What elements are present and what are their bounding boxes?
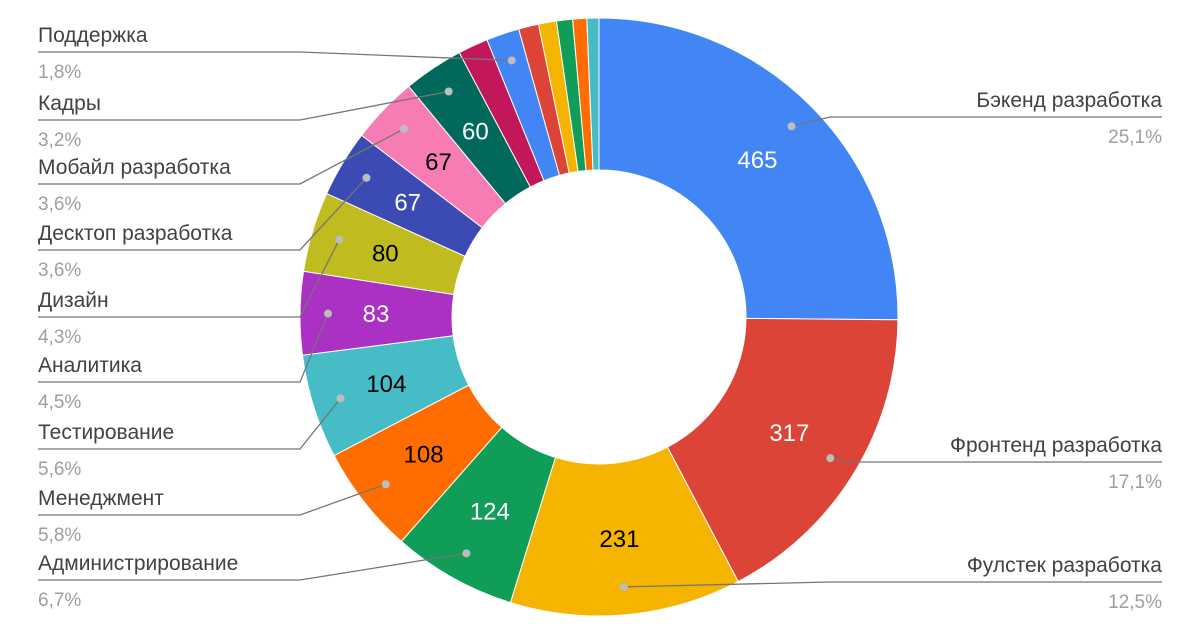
pie-slice-2	[666, 317, 899, 583]
callout-line	[38, 313, 329, 383]
callout-line	[38, 239, 340, 318]
legend-percent: 5,6%	[38, 459, 81, 480]
callout-line	[791, 116, 1162, 127]
legend-label: Администрирование	[38, 552, 238, 575]
callout-line	[830, 457, 1162, 463]
callout-dot	[507, 56, 516, 65]
callout-dot	[462, 549, 471, 558]
pie-slice-1	[598, 17, 899, 321]
pie-slice-3	[509, 446, 739, 617]
chart-callouts: Бэкенд разработка 25,1% Фронтенд разработк…	[38, 24, 1162, 613]
slice-value-label: 83	[363, 301, 390, 328]
legend-percent: 3,6%	[38, 194, 81, 215]
callout-dot	[336, 394, 345, 403]
legend-percent: 17,1%	[1108, 472, 1162, 493]
legend-label: Поддержка	[38, 24, 148, 47]
callout-line	[623, 581, 1162, 588]
callout-dot	[399, 124, 408, 133]
callout-line	[38, 90, 449, 121]
legend-label: Фулстек разработка	[967, 554, 1162, 577]
legend-percent: 5,8%	[38, 525, 81, 546]
legend-percent: 25,1%	[1108, 127, 1162, 148]
callout-dot	[335, 235, 344, 244]
legend-label: Кадры	[38, 92, 101, 115]
slice-value-label: 67	[394, 189, 421, 216]
legend-percent: 1,8%	[38, 62, 81, 83]
slice-value-label: 465	[737, 147, 777, 174]
legend-label: Дизайн	[38, 289, 109, 312]
pie-slice-18	[586, 17, 600, 171]
callout-line	[38, 128, 405, 185]
slice-value-label: 67	[425, 149, 452, 176]
slice-value-label: 60	[462, 118, 489, 145]
callout-dot	[362, 173, 371, 182]
callout-line	[38, 51, 512, 62]
legend-label: Менеджмент	[38, 487, 164, 510]
slice-value-label: 108	[404, 442, 444, 469]
slice-value-label: 317	[769, 420, 809, 447]
callout-line	[38, 177, 367, 251]
callout-dot	[619, 582, 628, 591]
legend-label: Фронтенд разработка	[950, 434, 1162, 457]
slice-value-label: 80	[372, 240, 399, 267]
callout-dot	[826, 454, 835, 463]
legend-percent: 12,5%	[1108, 592, 1162, 613]
legend-percent: 3,2%	[38, 130, 81, 151]
legend-percent: 4,3%	[38, 327, 81, 348]
callout-line	[38, 483, 386, 516]
callout-dot	[444, 87, 453, 96]
callout-dot	[787, 122, 796, 131]
legend-percent: 3,6%	[38, 260, 81, 281]
callout-line	[38, 397, 342, 450]
legend-label: Мобайл разработка	[38, 156, 231, 179]
legend-label: Десктоп разработка	[38, 222, 233, 245]
legend-label: Бэкенд разработка	[976, 89, 1162, 112]
callout-dot	[324, 309, 333, 318]
legend-percent: 6,7%	[38, 590, 81, 611]
slice-value-label: 124	[470, 498, 510, 525]
callout-dot	[381, 480, 390, 489]
slice-value-label: 231	[599, 526, 639, 553]
legend-label: Тестирование	[38, 421, 174, 444]
chart-slices	[299, 17, 899, 617]
legend-percent: 4,5%	[38, 392, 81, 413]
slice-value-label: 104	[366, 371, 406, 398]
callout-line	[38, 552, 467, 581]
legend-label: Аналитика	[38, 354, 142, 377]
